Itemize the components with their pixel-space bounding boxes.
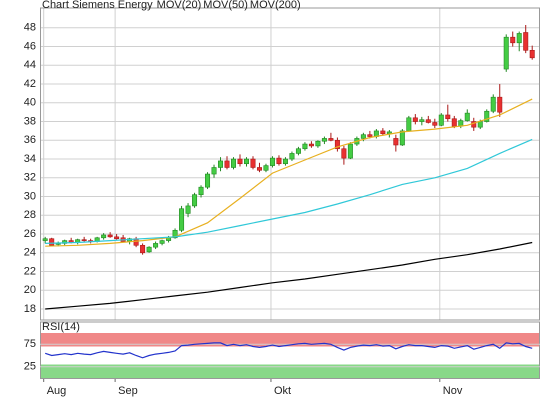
candle-body <box>140 244 146 254</box>
candle-body <box>497 96 503 113</box>
y-tick-label: 30 <box>24 190 36 202</box>
y-tick-label: 24 <box>24 247 36 259</box>
candle-body <box>179 208 185 231</box>
x-tick-label: Okt <box>274 385 291 397</box>
candle-body <box>464 112 470 121</box>
candle-body <box>529 50 535 59</box>
candle-body <box>49 238 55 246</box>
candle-body <box>484 110 490 122</box>
candle-body <box>211 167 217 175</box>
candle-body <box>367 134 373 137</box>
candle-body <box>503 36 509 70</box>
candle-body <box>172 229 178 239</box>
candle-body <box>101 234 107 239</box>
y-tick-label: 32 <box>24 172 36 184</box>
line-series <box>45 98 533 247</box>
candle-body <box>510 36 516 44</box>
panel-title: RSI(14) <box>42 321 80 333</box>
candle-body <box>451 118 457 127</box>
chart-title: Chart Siemens Energy <box>42 0 153 11</box>
line-series <box>45 342 533 359</box>
candle-body <box>185 205 191 214</box>
candle-body <box>438 114 444 126</box>
candle-body <box>243 158 249 165</box>
candle-body <box>107 234 113 238</box>
candle-body <box>516 33 522 44</box>
y-tick-label: 75 <box>24 338 36 350</box>
candle-body <box>224 160 230 168</box>
y-tick-label: 22 <box>24 265 36 277</box>
candle-body <box>282 158 288 165</box>
candle-body <box>276 157 282 165</box>
line-series <box>45 138 533 244</box>
candle-body <box>328 138 334 141</box>
y-tick-label: 18 <box>24 303 36 315</box>
x-tick-label: Sep <box>118 385 138 397</box>
y-tick-label: 20 <box>24 284 36 296</box>
legend-entry: MOV(20) <box>157 0 202 11</box>
candle-body <box>81 239 87 241</box>
y-tick-label: 44 <box>24 59 36 71</box>
y-tick-label: 48 <box>24 22 36 34</box>
candle-body <box>308 143 314 147</box>
candle-body <box>406 117 412 132</box>
candle-body <box>114 236 120 240</box>
y-tick-label: 34 <box>24 153 36 165</box>
candle-body <box>523 32 529 51</box>
candle-body <box>315 140 321 147</box>
candle-body <box>321 138 327 142</box>
y-tick-label: 38 <box>24 115 36 127</box>
candle-body <box>302 143 308 150</box>
candle-body <box>334 139 340 150</box>
y-tick-label: 42 <box>24 78 36 90</box>
candle-body <box>341 148 347 159</box>
y-tick-label: 26 <box>24 228 36 240</box>
candle-body <box>256 167 262 171</box>
candle-body <box>490 96 496 112</box>
candle-body <box>425 119 431 123</box>
candle-body <box>237 158 243 165</box>
zone-band <box>41 333 539 347</box>
line-series <box>45 241 533 310</box>
candle-body <box>231 158 237 168</box>
candle-body <box>192 194 198 207</box>
y-tick-label: 40 <box>24 97 36 109</box>
candle-body <box>269 157 275 166</box>
candle-body <box>477 121 483 128</box>
candle-body <box>295 148 301 154</box>
candle-body <box>42 238 48 241</box>
candle-body <box>198 186 204 195</box>
legend-entry: MOV(200) <box>250 0 301 11</box>
x-tick-label: Nov <box>443 385 463 397</box>
candle-body <box>153 243 159 248</box>
y-tick-label: 28 <box>24 209 36 221</box>
candle-body <box>146 246 152 253</box>
candle-body <box>347 143 353 159</box>
y-tick-label: 46 <box>24 40 36 52</box>
candle-body <box>380 130 386 135</box>
x-tick-label: Aug <box>47 385 67 397</box>
candle-body <box>159 240 165 244</box>
zone-band <box>41 364 539 378</box>
candle-body <box>419 119 425 122</box>
candle-body <box>218 160 224 168</box>
legend-entry: MOV(50) <box>203 0 248 11</box>
y-tick-label: 25 <box>24 361 36 373</box>
candle-body <box>445 114 451 120</box>
candle-body <box>432 122 438 126</box>
candle-body <box>205 173 211 188</box>
candle-body <box>289 153 295 160</box>
candle-body <box>412 117 418 122</box>
candle-body <box>250 158 256 168</box>
candle-body <box>393 138 399 146</box>
candle-body <box>399 130 405 146</box>
candle-body <box>360 134 366 139</box>
y-tick-label: 36 <box>24 134 36 146</box>
candle-body <box>263 165 269 171</box>
